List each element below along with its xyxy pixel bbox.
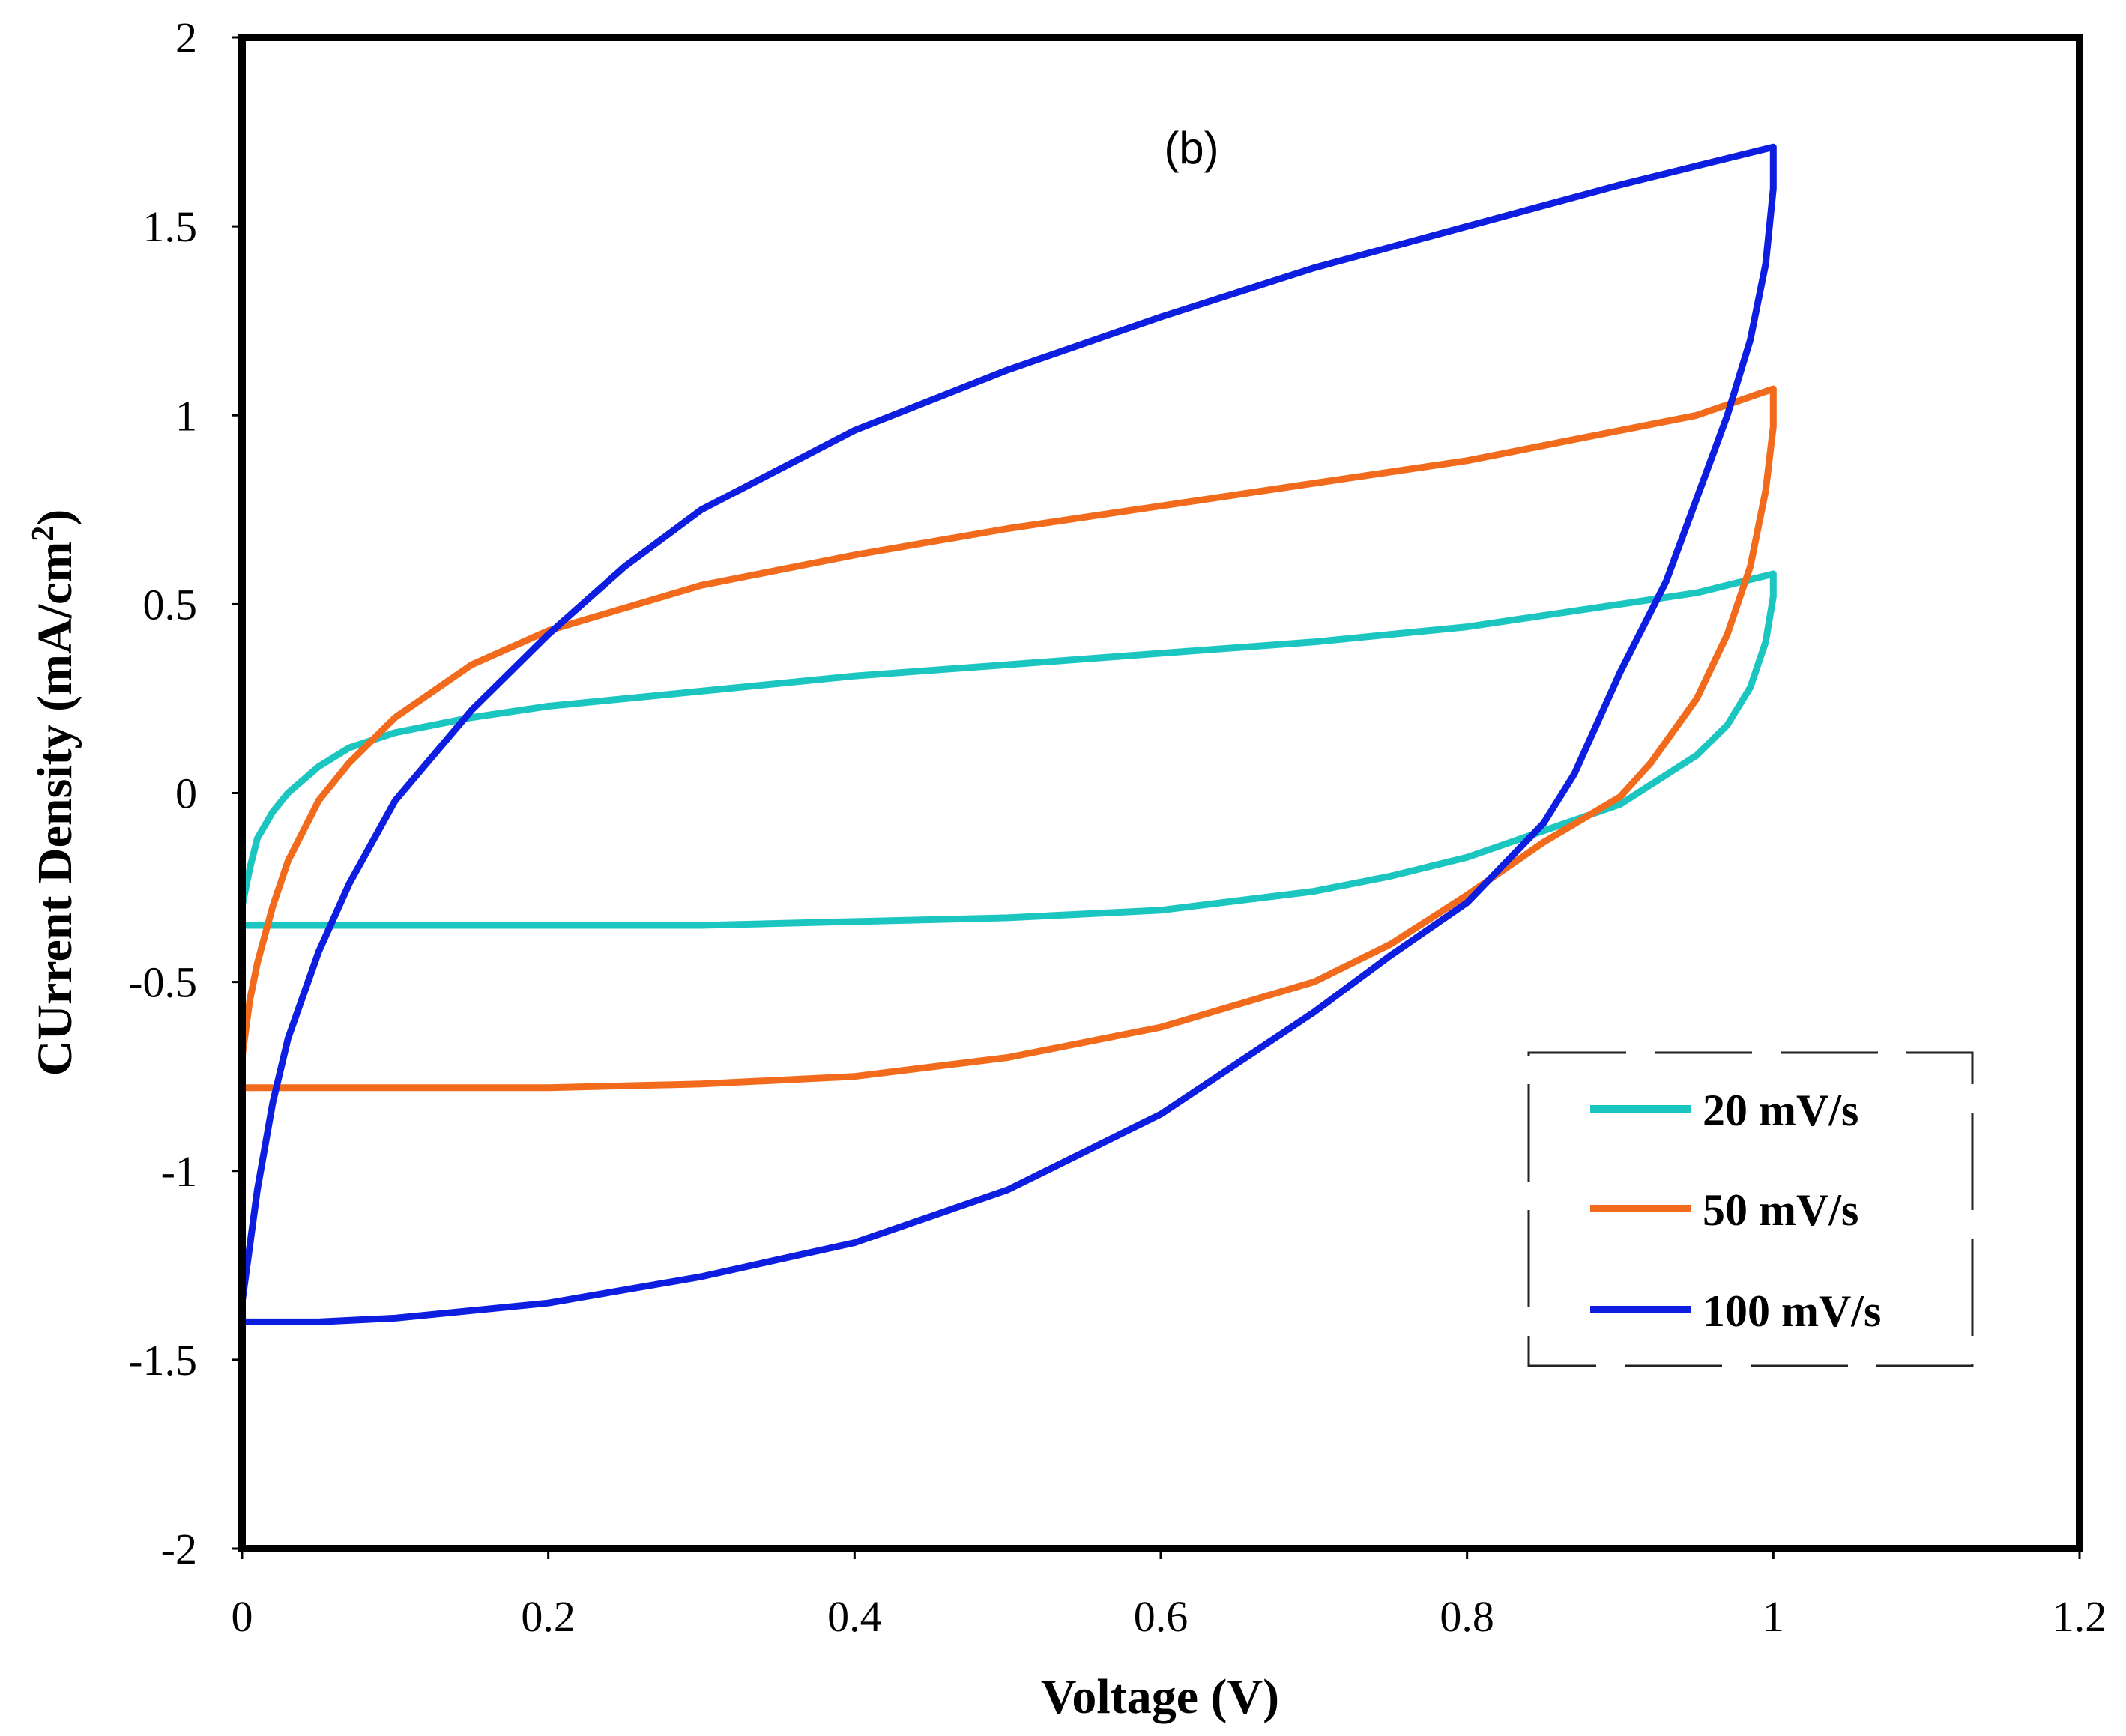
y-tick-label: 2	[175, 13, 197, 62]
x-tick-label: 0.2	[521, 1592, 576, 1641]
x-axis-ticks: 0 0.2 0.4 0.6 0.8 1 1.2	[232, 1549, 2107, 1641]
y-tick-label: -1	[161, 1147, 197, 1196]
x-tick-label: 0	[232, 1592, 253, 1641]
y-tick-label: 1.5	[143, 202, 198, 251]
y-tick-label: -2	[161, 1525, 197, 1573]
panel-label: (b)	[1164, 123, 1218, 173]
series-line-2	[238, 385, 1777, 1092]
y-tick-label: -0.5	[128, 958, 197, 1007]
legend: 20 mV/s 50 mV/s 100 mV/s	[1527, 1051, 1974, 1367]
x-tick-label: 1.2	[2053, 1592, 2107, 1641]
y-axis-title: CUrrent Density (mA/cm2)	[26, 509, 82, 1077]
legend-label-2: 50 mV/s	[1703, 1185, 1858, 1235]
y-axis-title-close: )	[28, 509, 82, 526]
x-tick-label: 0.6	[1134, 1592, 1189, 1641]
y-tick-label: 0.5	[143, 580, 198, 629]
x-tick-label: 0.4	[827, 1592, 882, 1641]
series-line-1	[238, 570, 1777, 929]
x-tick-label: 1	[1763, 1592, 1784, 1641]
series-layer	[238, 143, 1777, 1325]
y-tick-label: -1.5	[128, 1336, 197, 1385]
x-tick-label: 0.8	[1440, 1592, 1494, 1641]
y-tick-label: 0	[175, 769, 197, 818]
y-axis-title-superscript: 2	[26, 526, 61, 542]
legend-label-1: 20 mV/s	[1703, 1086, 1858, 1135]
x-axis-title: Voltage (V)	[1041, 1669, 1279, 1724]
series-line-3	[238, 143, 1777, 1325]
y-axis-ticks: -2 -1.5 -1 -0.5 0 0.5 1 1.5 2	[128, 13, 242, 1573]
legend-label-3: 100 mV/s	[1703, 1286, 1881, 1336]
y-axis-title-main: CUrrent Density (mA/cm	[28, 542, 82, 1077]
y-tick-label: 1	[175, 391, 197, 440]
